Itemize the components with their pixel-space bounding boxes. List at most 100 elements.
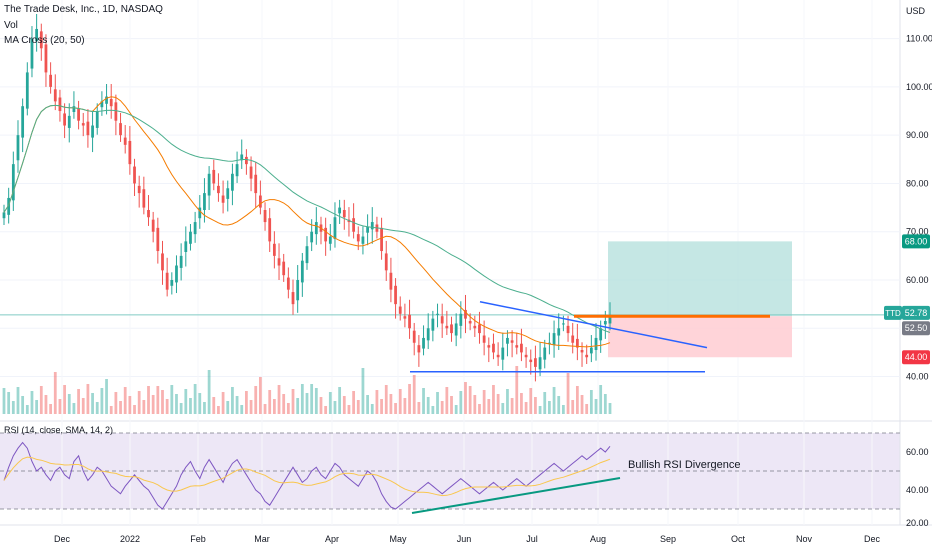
candle-body [95,111,99,128]
volume-bar [95,402,99,414]
stop-badge-bg [902,350,930,365]
candle-body [314,222,318,235]
volume-bar [482,390,486,414]
candle-body [506,337,509,344]
candle-body [394,285,397,305]
candle-body [310,231,314,243]
currency-label: USD [906,6,926,16]
volume-bar [580,395,584,414]
volume-bar [175,394,178,414]
candle-body [324,227,328,242]
candle-body [86,121,90,136]
volume-bar [310,384,314,414]
candle-body [217,185,220,194]
candle-body [231,173,234,191]
candle-body [370,222,374,230]
volume-bar [538,406,542,414]
candle-body [21,106,25,138]
candle-body [249,166,253,179]
candle-body [7,197,11,215]
volume-bar [133,405,136,414]
candle-body [58,97,62,112]
volume-bar [291,389,295,414]
descending-trendline [479,300,708,349]
candle-body [221,195,225,203]
volume-bar [305,393,309,414]
volume-bar [198,393,202,414]
volume-bar [501,403,505,414]
volume-bar [375,390,379,414]
volume-bar [161,390,164,414]
volume-bar [599,385,603,414]
candle-body [328,236,332,244]
candle-body [333,217,337,239]
candle-body [524,354,528,358]
candle-body [198,207,202,219]
candle-body [571,335,575,343]
rsi-tick-label: 40.00 [906,485,929,495]
volume-bar [263,404,267,414]
candle-body [16,135,20,161]
volume-bar [119,401,122,414]
volume-bar [217,406,220,414]
candle-body [361,236,365,244]
candle-body [147,210,150,218]
volume-bar [81,398,85,414]
target-badge-bg [902,234,930,249]
candle-body [165,272,169,290]
volume-bar [179,403,183,414]
volume-bar [142,400,146,414]
candle-body [459,313,463,326]
last-price-badge-bg [902,305,930,320]
price-tick-label: 60.00 [906,275,929,285]
volume-bar [408,384,411,414]
volume-bar [282,394,286,414]
volume-bar [240,405,244,414]
candle-body [179,255,183,268]
candle-body [534,358,537,367]
candle-body [254,174,258,194]
volume-bar [333,401,337,414]
volume-bar [319,397,323,414]
candle-body [291,292,295,305]
price-tick-label: 110.00 [906,34,932,44]
volume-bar [384,385,388,414]
volume-bar [450,396,453,414]
candle-body [389,272,393,290]
candle-body [515,345,519,348]
candle-body [557,328,561,336]
candle-body [580,350,584,353]
candle-body [352,218,356,232]
candle-body [501,347,505,360]
candle-body [599,328,603,341]
candle-body [408,314,411,329]
candle-body [450,324,453,334]
volume-bar [151,395,155,414]
candle-body [445,325,449,329]
volume-bar [548,401,551,414]
candle-body [417,345,421,353]
volume-bar [44,395,48,414]
volume-bar [49,404,53,414]
candle-body [109,98,113,107]
volume-bar [212,397,216,414]
candle-body [128,140,132,165]
volume-bar [575,386,579,414]
volume-bar [35,400,39,414]
volume-bar [105,379,108,414]
volume-bar [147,386,150,414]
volume-bar [468,386,472,414]
time-tick-label: Feb [190,534,206,544]
volume-bar [445,387,449,414]
candle-body [548,342,551,344]
candle-body [380,227,383,252]
volume-bar [492,385,495,414]
last-price-badge: 52.78 [905,308,928,318]
candle-body [356,234,360,242]
volume-bar [258,377,262,414]
volume-bar [272,399,276,414]
volume-bar [170,385,174,414]
volume-bar [394,403,397,414]
volume-bar [454,405,458,414]
